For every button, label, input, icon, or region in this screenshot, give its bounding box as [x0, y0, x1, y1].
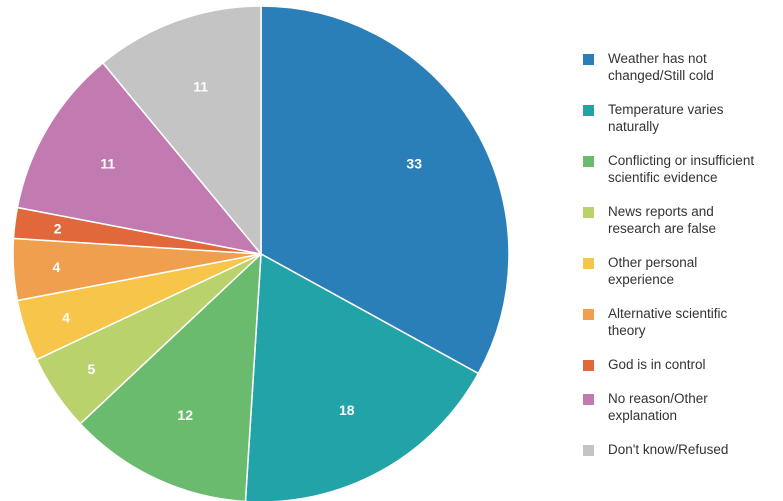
legend-swatch — [583, 360, 594, 371]
pie-slice — [79, 252, 262, 501]
slice-value-label: 11 — [100, 155, 115, 171]
legend-item: God is in control — [583, 356, 778, 390]
slice-value-label: 5 — [88, 361, 96, 377]
legend-swatch — [583, 394, 594, 405]
legend-item: News reports and research are false — [583, 203, 778, 254]
legend-label: News reports and research are false — [608, 204, 717, 236]
legend-label: Weather has not changed/Still cold — [608, 51, 714, 83]
legend-item: No reason/Other explanation — [583, 390, 778, 441]
pie-slices — [12, 5, 510, 501]
pie-slice — [16, 61, 263, 256]
legend-swatch — [583, 105, 594, 116]
legend-label: God is in control — [608, 357, 706, 372]
pie-slice — [244, 252, 480, 501]
legend-label: No reason/Other explanation — [608, 391, 708, 423]
slice-value-label: 18 — [339, 402, 355, 418]
slice-value-label: 4 — [62, 309, 70, 325]
legend-swatch — [583, 156, 594, 167]
legend-item: Other personal experience — [583, 254, 778, 305]
legend-label: Other personal experience — [608, 255, 698, 287]
legend-swatch — [583, 207, 594, 218]
slice-value-label: 12 — [177, 407, 193, 423]
legend-label: Alternative scientific theory — [608, 306, 728, 338]
legend-item: Temperature varies naturally — [583, 101, 778, 152]
pie-slice — [260, 5, 510, 375]
legend-item: Conflicting or insufficient scientific ev… — [583, 152, 778, 203]
legend-item: Weather has not changed/Still cold — [583, 50, 778, 101]
legend-label: Don't know/Refused — [608, 442, 729, 457]
legend-item: Don't know/Refused — [583, 441, 778, 492]
slice-value-label: 33 — [406, 155, 422, 171]
pie-slice — [101, 5, 262, 257]
chart-legend: Weather has not changed/Still cold Temper… — [583, 50, 778, 492]
pie-labels: 33 18 12 5 4 4 2 11 11 — [53, 79, 423, 424]
legend-swatch — [583, 258, 594, 269]
legend-item: Alternative scientific theory — [583, 305, 778, 356]
slice-value-label: 11 — [193, 79, 208, 95]
legend-swatch — [583, 445, 594, 456]
slice-value-label: 2 — [54, 220, 62, 236]
pie-chart: 33 18 12 5 4 4 2 11 11 — [12, 5, 510, 501]
legend-label: Temperature varies naturally — [608, 102, 724, 134]
legend-swatch — [583, 54, 594, 65]
legend-label: Conflicting or insufficient scientific ev… — [608, 153, 755, 185]
legend-swatch — [583, 309, 594, 320]
slice-value-label: 4 — [53, 259, 61, 275]
